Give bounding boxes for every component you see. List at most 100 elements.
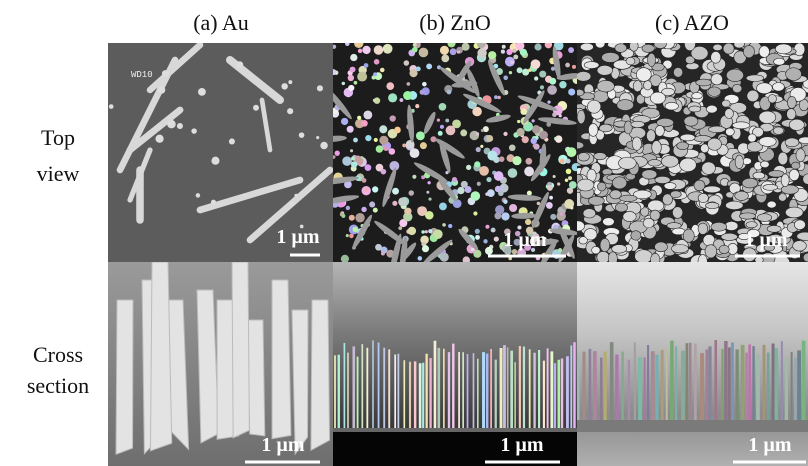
texture-shape [577,420,808,432]
texture-shape [477,48,487,58]
texture-shape [419,89,425,95]
texture-shape [480,128,484,133]
texture-shape [785,206,804,219]
texture-shape [552,46,561,80]
texture-shape [707,86,722,97]
texture-shape [591,246,601,255]
texture-shape [365,134,372,142]
texture-shape [747,133,757,143]
texture [108,43,808,456]
texture-shape [435,138,465,159]
texture-shape [445,171,449,175]
texture-shape [373,45,384,55]
texture-shape [629,43,639,52]
texture-shape [480,144,484,148]
texture-shape [195,193,201,198]
texture-shape [706,104,718,114]
texture-shape [493,236,499,242]
texture-shape [671,244,689,254]
texture-shape [618,156,637,170]
texture-shape [355,213,365,223]
texture-shape [157,86,166,94]
texture-shape [511,248,518,255]
texture-shape [636,67,652,82]
texture-shape [697,193,709,203]
texture-shape [766,200,777,209]
texture-shape [760,160,770,169]
texture-shape [550,213,557,220]
texture-shape [557,182,561,186]
texture-shape [568,176,573,181]
texture-shape [389,233,402,262]
texture-shape [726,68,744,82]
texture-shape [348,214,355,221]
texture-shape [746,229,761,238]
texture-shape [382,167,397,208]
texture-shape [458,228,479,250]
texture-shape [684,43,696,52]
texture-shape [379,125,388,134]
texture-group [108,43,333,244]
texture-shape [485,114,511,123]
column-header: (c) AZO [655,10,729,35]
texture-shape [406,82,411,86]
texture-shape [334,150,340,156]
texture-shape [647,159,662,167]
texture-shape [508,144,516,152]
texture-shape [424,230,428,234]
texture-shape [596,80,615,93]
texture-shape [382,43,393,54]
texture-shape [392,200,398,206]
texture-shape [506,48,513,56]
texture-shape [745,221,758,229]
texture-shape [439,66,476,93]
texture-shape [634,249,653,262]
texture-shape [578,236,588,245]
texture-shape [734,190,749,201]
texture-shape [758,110,777,124]
texture-shape [596,65,613,76]
texture-shape [772,126,784,135]
texture-shape [408,190,415,196]
texture-shape [651,62,665,72]
texture-shape [380,251,385,256]
texture-shape [379,67,385,73]
texture-shape [333,428,577,432]
texture-shape [609,189,622,200]
texture-shape [549,77,557,85]
texture-shape [722,43,735,55]
texture-shape [525,218,532,226]
texture-shape [570,206,574,210]
texture-shape [767,94,777,104]
texture-shape [539,239,557,262]
texture-shape [448,223,453,229]
texture-shape [663,182,677,190]
texture-shape [539,70,547,78]
texture-shape [375,163,384,172]
texture-shape [534,43,542,51]
texture-shape [211,156,220,165]
texture-shape [513,238,521,246]
texture-shape [407,104,414,143]
texture-shape [375,243,382,251]
texture-shape [577,89,585,97]
texture-shape [442,223,446,227]
texture-shape [531,125,541,134]
texture-shape [361,178,367,183]
texture-shape [403,212,413,222]
texture-shape [531,191,549,229]
texture-shape [474,228,480,234]
texture-shape [756,82,773,95]
texture-shape [353,137,358,143]
texture-shape [115,299,134,456]
texture-shape [633,189,652,200]
texture-shape [630,120,645,128]
texture-shape [725,127,735,137]
texture-shape [411,46,418,53]
scale-bar-label: 1 µm [500,434,544,456]
texture-shape [464,186,472,193]
texture-shape [413,162,449,183]
annotation: WD10 [131,70,153,80]
texture-shape [707,137,722,151]
texture-shape [461,43,470,51]
